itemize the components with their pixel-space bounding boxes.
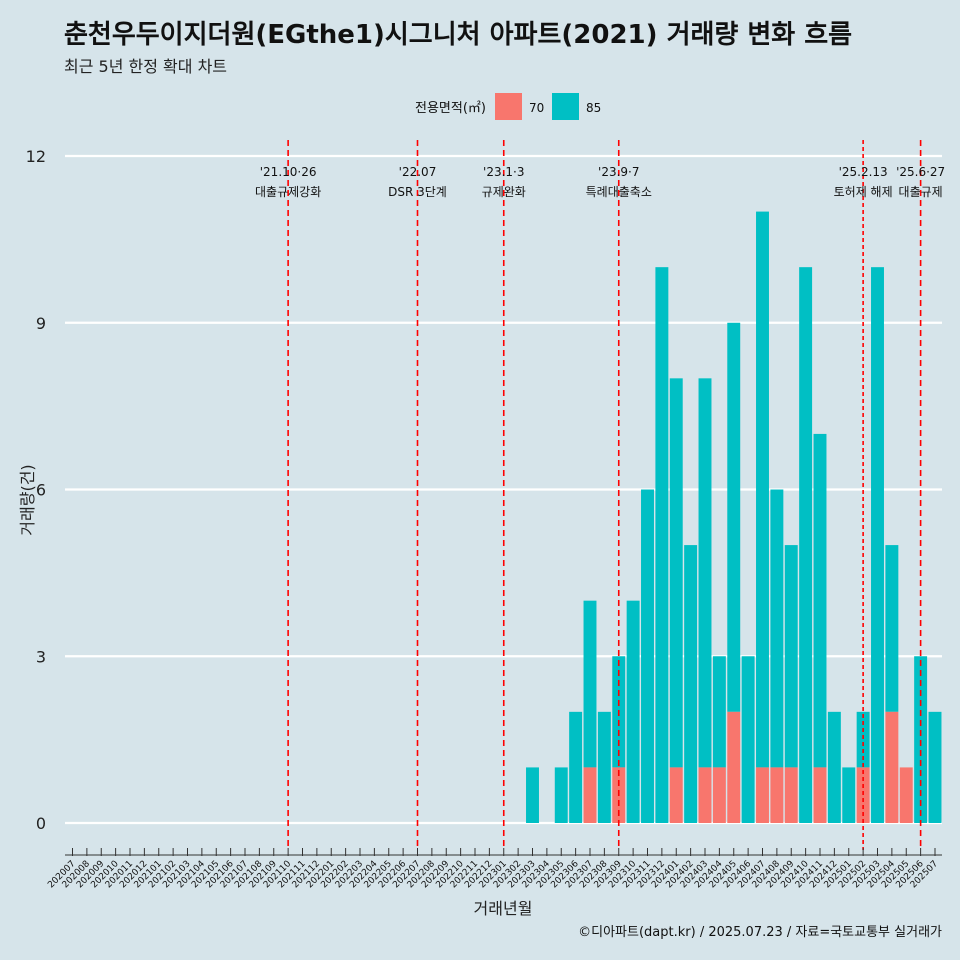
bar-85 <box>756 211 769 768</box>
bar-70 <box>899 767 913 823</box>
bar-85 <box>669 378 683 768</box>
bar-85 <box>914 656 928 823</box>
y-tick-label: 12 <box>26 147 46 166</box>
legend-swatch-85 <box>552 93 579 120</box>
legend-label-70: 70 <box>529 101 544 115</box>
bar-70 <box>885 711 899 823</box>
bar-70 <box>756 767 769 823</box>
y-tick-label: 6 <box>36 481 46 500</box>
legend-label-85: 85 <box>586 101 601 115</box>
bar-85 <box>727 322 741 712</box>
event-date-label: '23.9·7 <box>598 165 639 179</box>
event-name-label: 대출규제강화 <box>255 185 321 199</box>
bar-85 <box>684 545 698 823</box>
y-tick-label: 9 <box>36 314 46 333</box>
bar-70 <box>856 767 870 823</box>
bar-85 <box>842 767 856 823</box>
bar-85 <box>554 767 568 823</box>
chart-title: 춘천우두이지더원(EGthe1)시그니처 아파트(2021) 거래량 변화 흐름 <box>64 20 853 50</box>
bar-70 <box>784 767 798 823</box>
legend-swatch-70 <box>495 93 522 120</box>
y-tick-label: 3 <box>36 647 46 666</box>
event-name-label: DSR 3단계 <box>388 185 447 199</box>
legend-title: 전용면적(㎡) <box>415 101 486 116</box>
bar-85 <box>799 267 813 824</box>
bar-70 <box>770 767 784 823</box>
bar-85 <box>655 267 669 824</box>
bars <box>526 211 942 824</box>
bar-85 <box>871 267 884 824</box>
chart-subtitle: 최근 5년 한정 확대 차트 <box>64 57 228 76</box>
bar-85 <box>885 545 899 712</box>
bar-85 <box>784 545 798 768</box>
event-date-label: '21.10·26 <box>260 165 317 179</box>
bar-85 <box>698 378 712 768</box>
bar-85 <box>813 433 827 768</box>
x-axis-title: 거래년월 <box>474 899 533 918</box>
event-name-label: 특례대출축소 <box>586 185 652 199</box>
event-name-label: 토허제 해제 <box>834 185 893 199</box>
bar-70 <box>698 767 712 823</box>
bar-85 <box>569 711 583 823</box>
bar-85 <box>526 767 539 823</box>
y-axis-title: 거래량(건) <box>18 464 37 535</box>
bar-85 <box>827 711 841 823</box>
event-date-label: '25.6·27 <box>896 165 945 179</box>
bar-85 <box>856 711 870 768</box>
bar-70 <box>813 767 827 823</box>
event-date-label: '22.07 <box>399 165 437 179</box>
event-markers: '21.10·26 대출규제강화 '22.07 DSR 3단계 '23.1·3 규제완화 '… <box>255 140 945 850</box>
bar-85 <box>583 600 597 768</box>
bar-85 <box>626 600 640 823</box>
bar-85 <box>641 489 654 823</box>
bar-70 <box>727 711 741 823</box>
bar-85 <box>741 656 755 823</box>
bar-70 <box>583 767 597 823</box>
legend: 전용면적(㎡) 70 85 <box>415 93 601 120</box>
bar-85 <box>770 489 784 768</box>
source-caption: ©디아파트(dapt.kr) / 2025.07.23 / 자료=국토교통부 실… <box>578 925 942 940</box>
bar-85 <box>928 711 942 823</box>
bar-70 <box>712 767 726 823</box>
bar-85 <box>597 711 611 823</box>
bar-70 <box>669 767 683 823</box>
bar-85 <box>712 656 726 768</box>
event-name-label: 규제완화 <box>482 185 526 199</box>
event-date-label: '23.1·3 <box>483 165 524 179</box>
event-name-label: 대출규제 <box>899 185 943 199</box>
event-date-label: '25.2.13 <box>839 165 888 179</box>
y-tick-label: 0 <box>36 814 46 833</box>
